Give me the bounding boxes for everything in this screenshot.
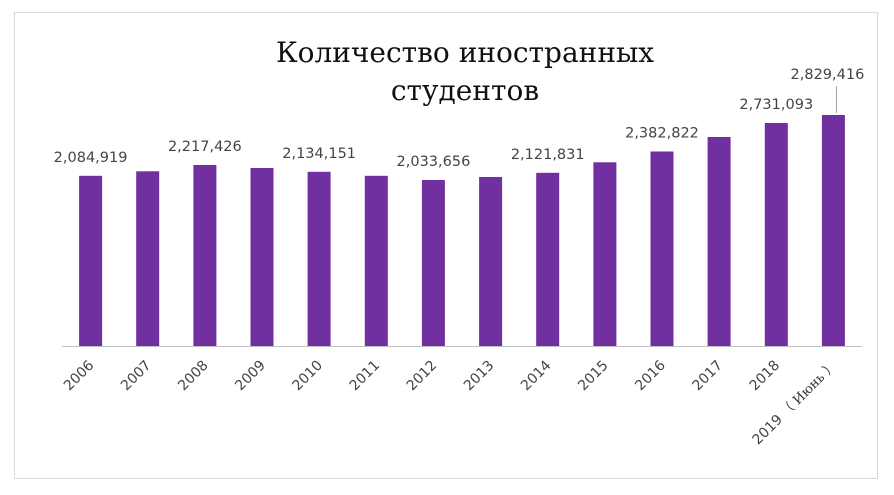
- x-tick-2015: 2015: [575, 358, 612, 395]
- data-label-2012: 2,033,656: [397, 154, 471, 170]
- x-tick-2011: 2011: [347, 358, 384, 395]
- bar-2008: [193, 165, 217, 346]
- data-label-2006: 2,084,919: [54, 150, 128, 166]
- x-tick-2009: 2009: [232, 358, 269, 395]
- bar-2006: [79, 175, 103, 346]
- x-tick-2008: 2008: [175, 358, 212, 395]
- bar-2014: [536, 172, 560, 346]
- bar-2009: [250, 168, 274, 346]
- data-label-2008: 2,217,426: [168, 139, 242, 155]
- bar-2013: [479, 177, 503, 346]
- bar-2016: [650, 151, 674, 346]
- bar-2017: [707, 137, 731, 346]
- bar-2010: [307, 171, 331, 346]
- bar-2015: [593, 162, 617, 346]
- chart-title: Количество иностранных студентов: [275, 36, 655, 107]
- x-tick-2006: 2006: [61, 357, 98, 394]
- bar-2007: [136, 171, 160, 346]
- x-tick-2012: 2012: [404, 358, 441, 395]
- bar-2011: [364, 175, 388, 346]
- x-tick-2007: 2007: [118, 358, 155, 395]
- bar-2019: [821, 115, 845, 346]
- x-tick-2016: 2016: [632, 357, 669, 394]
- x-tick-2013: 2013: [461, 358, 498, 395]
- bar-2012: [421, 180, 445, 346]
- data-label-2016: 2,382,822: [625, 125, 699, 141]
- data-label-2018: 2,731,093: [739, 97, 813, 113]
- x-tick-2014: 2014: [518, 357, 555, 394]
- data-label-2010: 2,134,151: [282, 146, 356, 162]
- bar-2018: [764, 123, 788, 346]
- x-tick-2018: 2018: [747, 358, 784, 395]
- data-label-2019: 2,829,416: [791, 67, 865, 83]
- x-tick-2017: 2017: [689, 358, 726, 395]
- data-label-2014: 2,121,831: [511, 147, 585, 163]
- x-tick-2010: 2010: [289, 358, 326, 395]
